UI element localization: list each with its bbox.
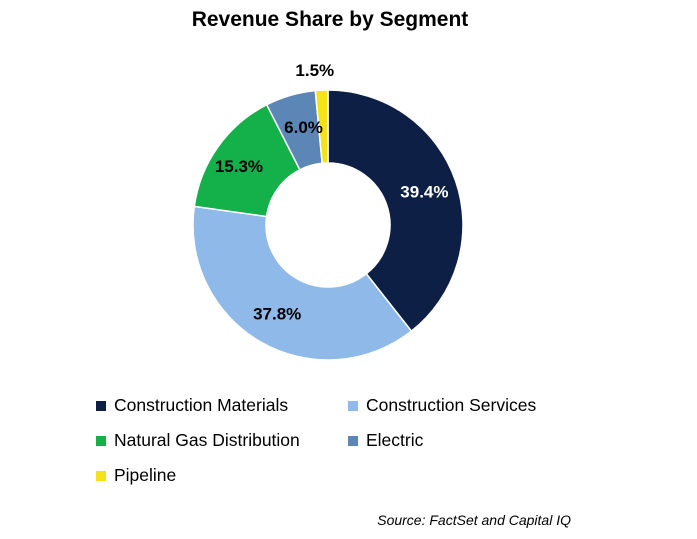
legend-item-natural-gas-distribution: Natural Gas Distribution	[96, 429, 348, 452]
donut-slices	[192, 89, 464, 361]
legend-label: Electric	[366, 430, 424, 450]
label-electric: 6.0%	[284, 118, 323, 137]
slice-construction-materials	[327, 89, 464, 333]
legend-item-construction-materials: Construction Materials	[96, 394, 348, 417]
legend-item-pipeline: Pipeline	[96, 464, 348, 487]
label-pipeline: 1.5%	[295, 61, 334, 80]
slice-construction-services	[192, 205, 413, 361]
legend-label: Construction Materials	[114, 395, 289, 415]
legend-swatch	[96, 470, 106, 481]
legend-swatch	[348, 400, 358, 411]
source-note: Source: FactSet and Capital IQ	[377, 512, 571, 528]
slice-labels: 39.4% 37.8% 15.3% 6.0% 1.5%	[215, 61, 449, 323]
legend-label: Pipeline	[114, 465, 177, 485]
legend-item-electric: Electric	[348, 429, 608, 452]
label-natural-gas-distribution: 15.3%	[215, 157, 263, 176]
legend-swatch	[96, 435, 106, 446]
chart-legend: Construction Materials Construction Servi…	[96, 394, 616, 487]
chart-title: Revenue Share by Segment	[191, 8, 469, 31]
legend-item-construction-services: Construction Services	[348, 394, 608, 417]
donut-chart: 39.4% 37.8% 15.3% 6.0% 1.5%	[192, 61, 464, 361]
legend-label: Natural Gas Distribution	[114, 430, 300, 450]
slice-pipeline	[314, 89, 329, 165]
label-construction-services: 37.8%	[253, 304, 301, 323]
label-construction-materials: 39.4%	[400, 183, 448, 202]
legend-swatch	[96, 400, 106, 411]
legend-swatch	[348, 435, 358, 446]
legend-label: Construction Services	[366, 395, 537, 415]
